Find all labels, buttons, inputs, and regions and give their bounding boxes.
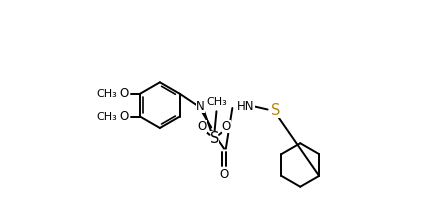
Text: N: N	[196, 100, 205, 113]
Text: O: O	[198, 120, 207, 133]
Text: CH₃: CH₃	[96, 89, 117, 99]
Text: O: O	[222, 120, 231, 133]
Text: S: S	[271, 103, 280, 118]
Text: CH₃: CH₃	[206, 97, 227, 107]
Text: HN: HN	[237, 100, 255, 113]
Text: S: S	[210, 131, 219, 146]
Text: O: O	[120, 87, 129, 100]
Text: O: O	[219, 168, 229, 181]
Text: O: O	[120, 110, 129, 123]
Text: CH₃: CH₃	[96, 111, 117, 122]
